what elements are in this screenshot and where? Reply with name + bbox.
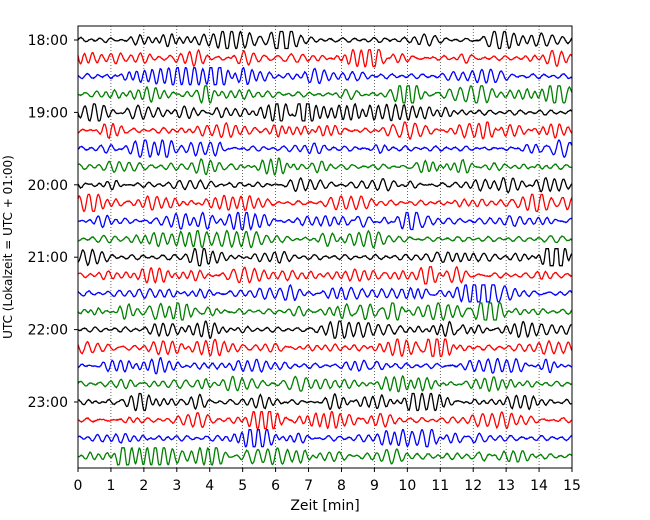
y-tick-label: 19:00: [28, 105, 68, 121]
y-tick-label: 20:00: [28, 178, 68, 194]
seismic-trace: [78, 121, 573, 140]
x-tick-label: 15: [563, 478, 581, 494]
seismic-trace: [77, 85, 573, 105]
traces: [77, 30, 573, 467]
seismic-trace: [77, 48, 573, 68]
seismic-trace: [77, 30, 573, 50]
seismic-trace: [77, 139, 573, 159]
x-tick-label: 0: [74, 478, 83, 494]
seismic-trace: [77, 211, 573, 231]
x-axis-ticks: 0 1 2 3 4 5 6 7 8 9 10 11 12 13 14 15: [74, 468, 581, 494]
x-tick-label: 9: [370, 478, 379, 494]
x-tick-label: 7: [304, 478, 313, 494]
x-tick-label: 13: [497, 478, 515, 494]
y-tick-label: 21:00: [28, 250, 68, 266]
seismic-trace: [77, 265, 573, 285]
x-tick-label: 11: [431, 478, 449, 494]
seismic-trace: [77, 320, 572, 339]
seismic-trace: [77, 176, 573, 194]
seismic-trace: [77, 356, 573, 375]
seismic-trace: [77, 429, 573, 448]
seismic-trace: [77, 157, 573, 176]
seismic-trace: [77, 102, 573, 122]
seismic-trace: [77, 66, 573, 86]
x-tick-label: 2: [139, 478, 148, 494]
seismic-trace: [77, 283, 573, 303]
y-tick-label: 23:00: [28, 395, 68, 411]
x-tick-label: 1: [106, 478, 115, 494]
seismic-trace: [78, 229, 573, 249]
x-tick-label: 5: [238, 478, 247, 494]
y-axis-label: UTC (Lokalzeit = UTC + 01:00): [1, 155, 15, 339]
seismic-trace: [78, 446, 572, 467]
y-tick-label: 22:00: [28, 323, 68, 339]
seismic-trace: [77, 375, 572, 393]
seismic-trace: [77, 338, 573, 358]
y-tick-label: 18:00: [28, 33, 68, 49]
x-tick-label: 6: [271, 478, 280, 494]
x-tick-label: 8: [337, 478, 346, 494]
seismic-trace: [77, 302, 573, 322]
plot-frame: [77, 25, 573, 469]
seismic-trace: [77, 193, 573, 213]
x-axis-label: Zeit [min]: [290, 498, 359, 514]
seismic-trace: [78, 392, 572, 412]
x-tick-label: 14: [530, 478, 548, 494]
x-tick-label: 3: [172, 478, 181, 494]
x-tick-label: 10: [398, 478, 416, 494]
x-tick-label: 4: [205, 478, 214, 494]
x-tick-label: 12: [464, 478, 482, 494]
y-axis-ticks: 18:00 19:00 20:00 21:00 22:00 23:00: [28, 33, 78, 411]
seismic-trace: [77, 248, 573, 267]
seismic-trace: [77, 410, 573, 430]
